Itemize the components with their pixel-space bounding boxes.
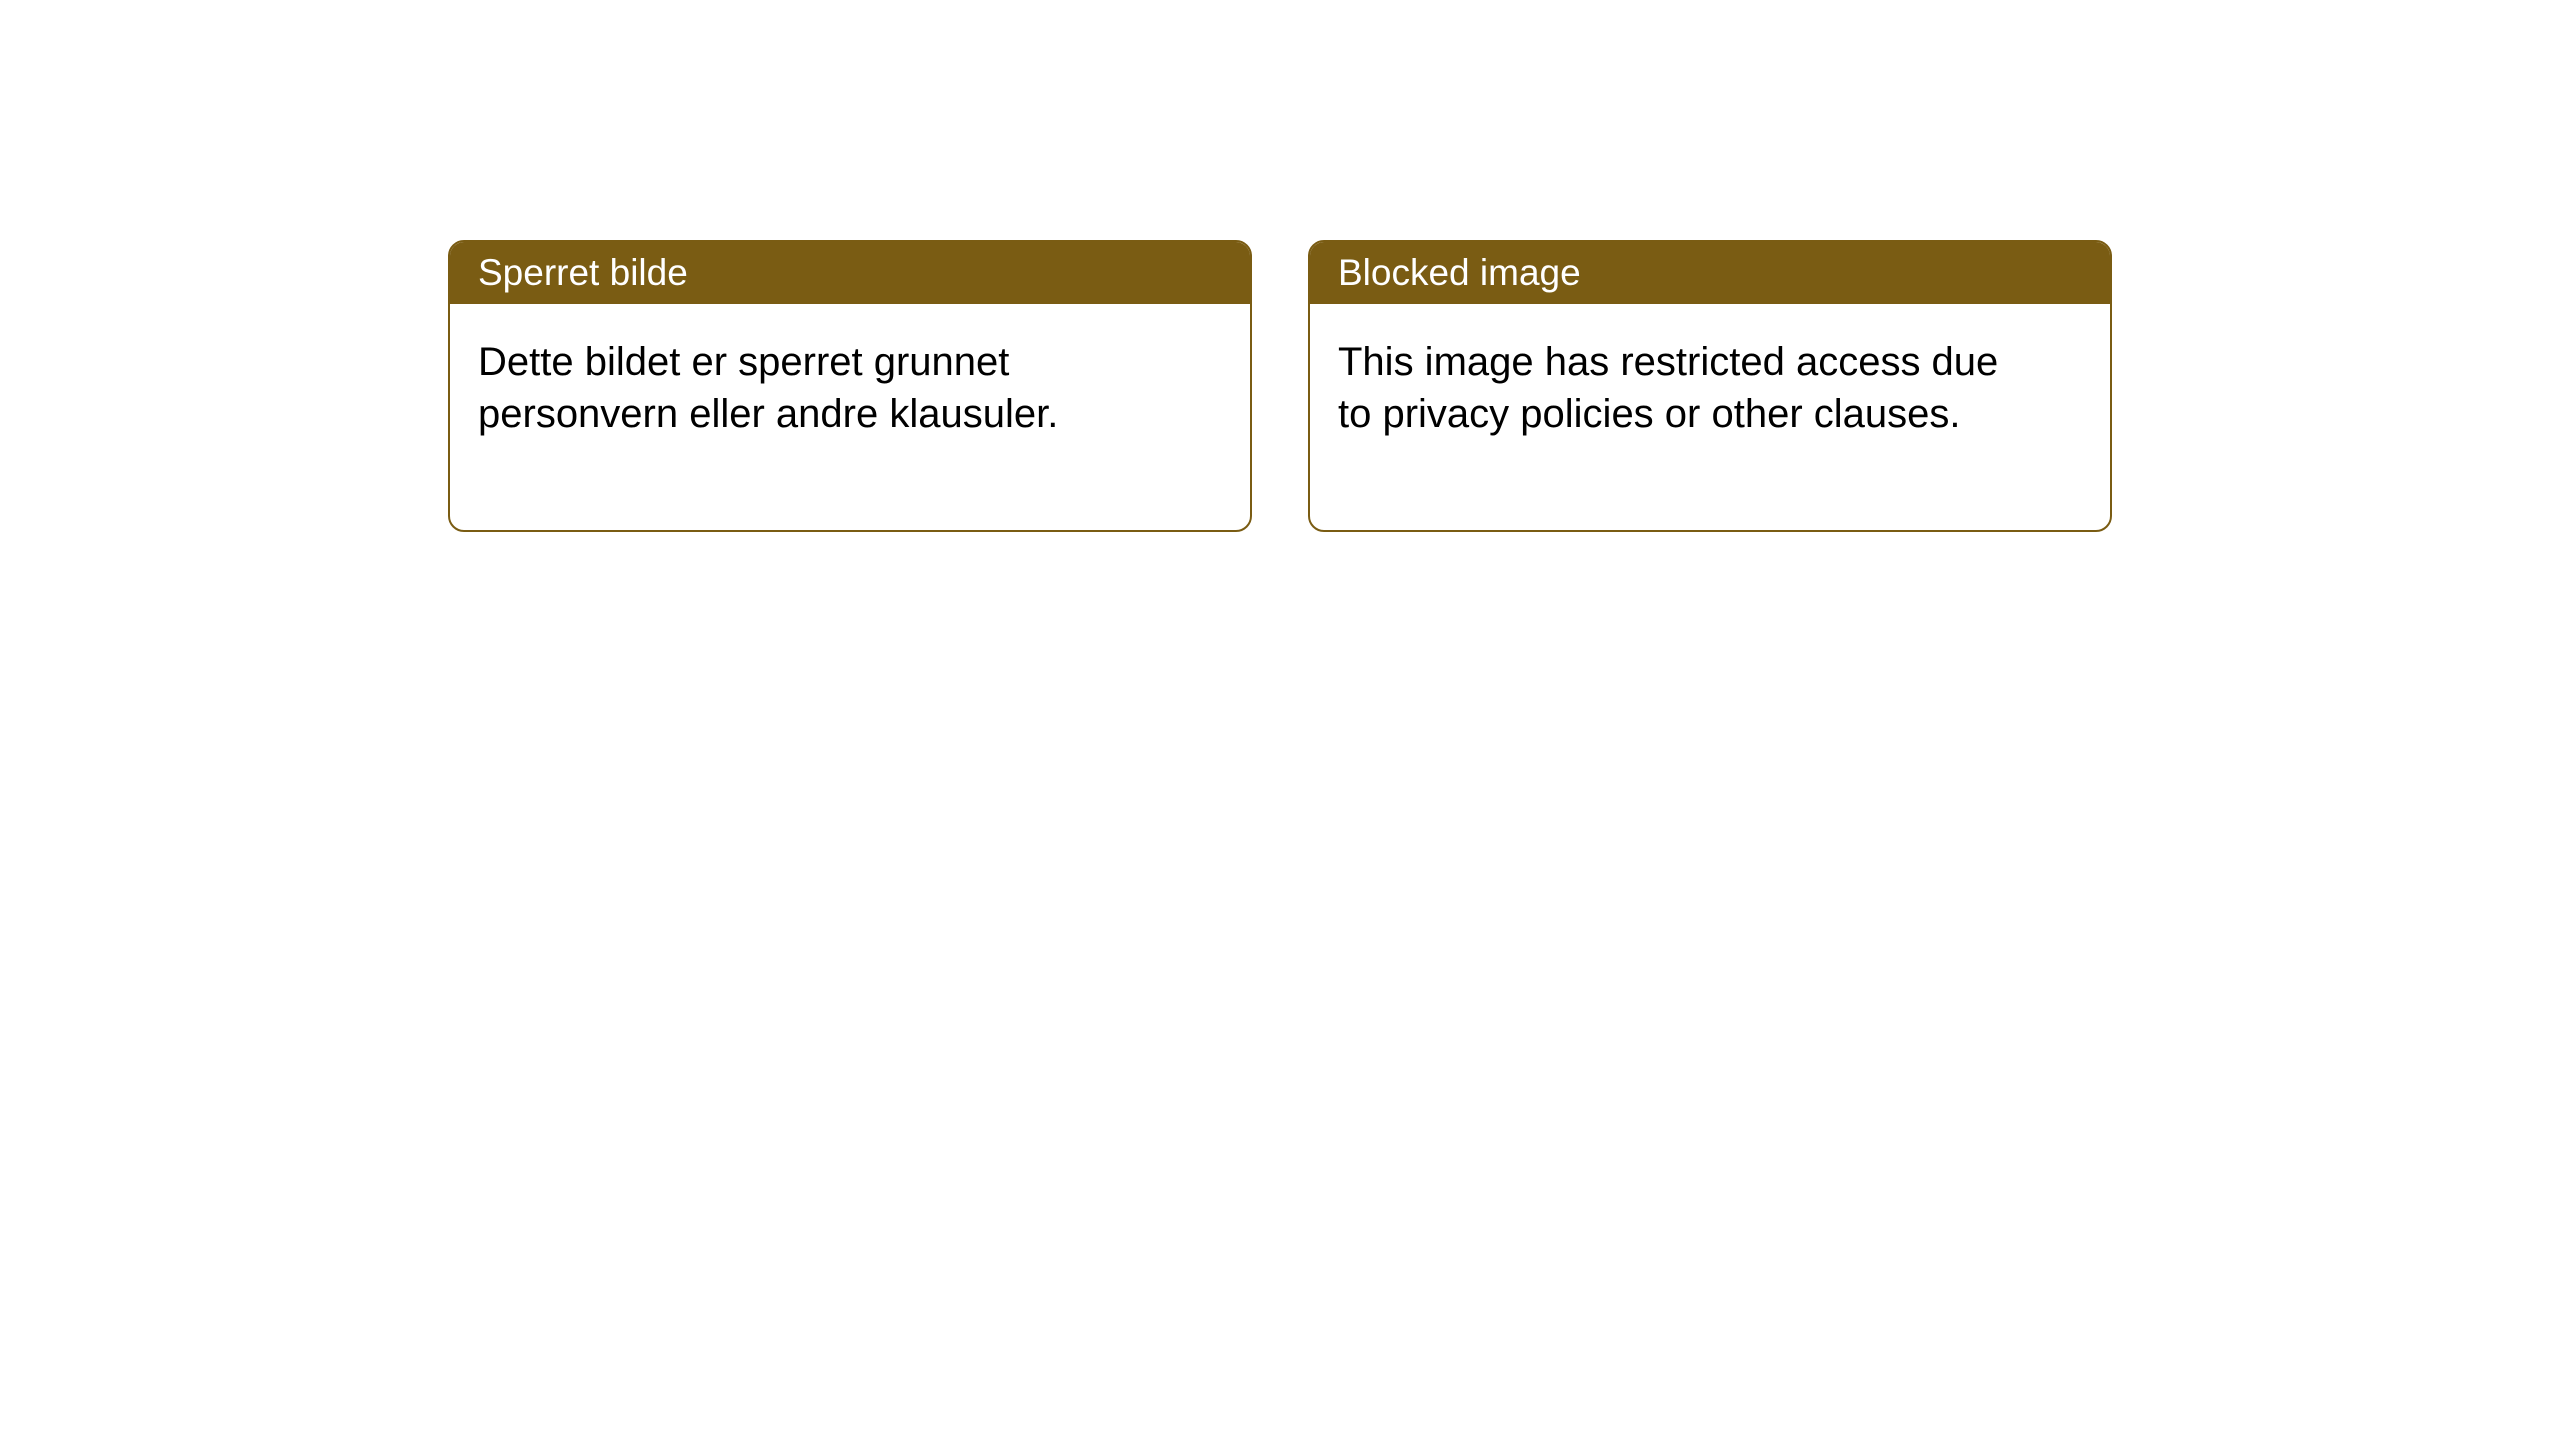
notice-container: Sperret bilde Dette bildet er sperret gr…	[0, 0, 2560, 532]
notice-card-english: Blocked image This image has restricted …	[1308, 240, 2112, 532]
notice-body-english: This image has restricted access due to …	[1310, 304, 2030, 530]
notice-card-norwegian: Sperret bilde Dette bildet er sperret gr…	[448, 240, 1252, 532]
notice-title-norwegian: Sperret bilde	[450, 242, 1250, 304]
notice-body-norwegian: Dette bildet er sperret grunnet personve…	[450, 304, 1170, 530]
notice-title-english: Blocked image	[1310, 242, 2110, 304]
